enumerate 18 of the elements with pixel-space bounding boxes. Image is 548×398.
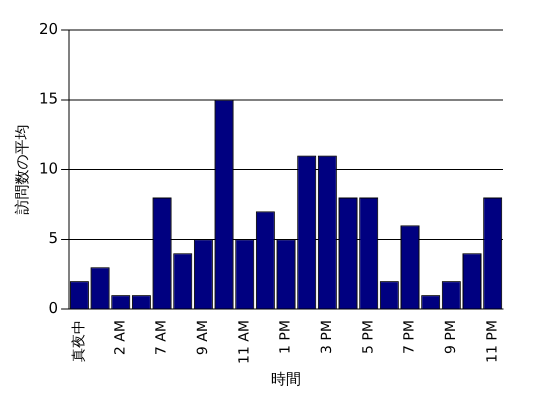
y-tick-label: 20 bbox=[38, 20, 58, 38]
x-tick-label: 9 PM bbox=[442, 320, 459, 354]
x-tick-label: 3 PM bbox=[319, 320, 336, 354]
y-tick-label: 15 bbox=[38, 90, 58, 108]
y-tick-label: 0 bbox=[48, 298, 58, 317]
y-tick-label: 5 bbox=[48, 229, 58, 248]
x-tick-label: 11 AM bbox=[236, 320, 252, 364]
x-axis-title: 時間 bbox=[271, 370, 302, 388]
x-tick-label: 1 PM bbox=[278, 320, 294, 354]
x-tick-label: 11 PM bbox=[484, 320, 500, 363]
x-tick-label: 2 AM bbox=[112, 320, 128, 356]
y-tick-label: 10 bbox=[38, 159, 58, 178]
x-tick-label: 5 PM bbox=[360, 320, 376, 354]
x-tick-label: 9 AM bbox=[195, 320, 212, 356]
x-tick-label: 7 PM bbox=[402, 320, 418, 354]
x-tick-label: 7 AM bbox=[154, 320, 170, 356]
y-axis-title: 訪問数の平均 bbox=[12, 124, 31, 215]
x-tick-label: 真夜中 bbox=[71, 320, 88, 362]
